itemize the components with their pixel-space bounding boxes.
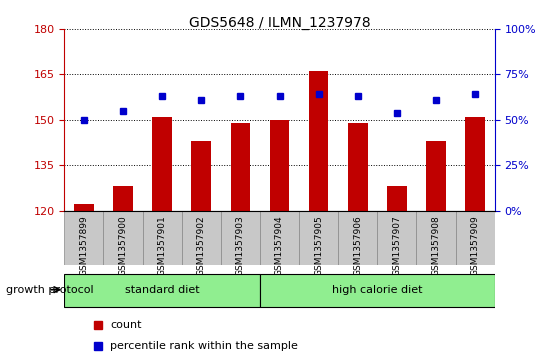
Bar (427, 141, 446, 211)
Text: GSM1357905: GSM1357905 (314, 215, 323, 276)
Bar (64, 274, 260, 307)
Bar (103, 211, 143, 265)
Bar (338, 211, 377, 265)
Text: growth protocol: growth protocol (6, 285, 93, 295)
Bar (231, 123, 250, 211)
Text: count: count (110, 321, 142, 330)
Bar (113, 186, 133, 211)
Bar (466, 117, 485, 211)
Bar (270, 120, 290, 211)
Bar (377, 211, 416, 265)
Text: GDS5648 / ILMN_1237978: GDS5648 / ILMN_1237978 (189, 16, 370, 30)
Bar (192, 141, 211, 211)
Text: GSM1357900: GSM1357900 (119, 215, 127, 276)
Bar (416, 211, 456, 265)
Bar (348, 123, 368, 211)
Text: high calorie diet: high calorie diet (332, 285, 423, 295)
Text: GSM1357906: GSM1357906 (353, 215, 362, 276)
Bar (260, 274, 495, 307)
Text: GSM1357904: GSM1357904 (275, 215, 284, 276)
Text: standard diet: standard diet (125, 285, 200, 295)
Text: GSM1357909: GSM1357909 (471, 215, 480, 276)
Bar (221, 211, 260, 265)
Bar (64, 211, 103, 265)
Text: GSM1357902: GSM1357902 (197, 215, 206, 276)
Bar (299, 211, 338, 265)
Text: percentile rank within the sample: percentile rank within the sample (110, 341, 298, 351)
Bar (309, 72, 329, 211)
Bar (182, 211, 221, 265)
Text: GSM1357901: GSM1357901 (158, 215, 167, 276)
Text: GSM1357899: GSM1357899 (79, 215, 88, 276)
Bar (152, 117, 172, 211)
Bar (456, 211, 495, 265)
Text: GSM1357908: GSM1357908 (432, 215, 440, 276)
Text: GSM1357903: GSM1357903 (236, 215, 245, 276)
Bar (74, 204, 93, 211)
Bar (387, 186, 407, 211)
Bar (143, 211, 182, 265)
Text: GSM1357907: GSM1357907 (392, 215, 401, 276)
Bar (260, 211, 299, 265)
